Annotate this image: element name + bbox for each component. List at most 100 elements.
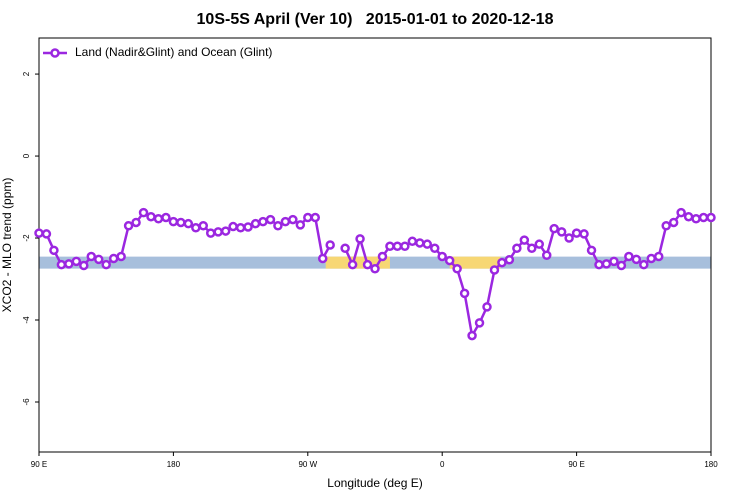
point <box>407 236 418 247</box>
point <box>198 220 209 231</box>
x-tick-label: 90 W <box>298 460 317 469</box>
legend-marker <box>50 48 60 58</box>
point <box>452 264 462 274</box>
point <box>422 239 433 249</box>
point <box>355 234 365 244</box>
x-axis-label: Longitude (deg E) <box>327 476 422 490</box>
point <box>86 251 97 262</box>
point <box>325 240 335 250</box>
point <box>235 223 246 233</box>
point <box>41 229 52 239</box>
point <box>243 222 253 232</box>
point <box>616 260 627 271</box>
point <box>56 259 67 270</box>
point <box>64 259 74 269</box>
point <box>527 243 537 254</box>
point <box>653 251 664 262</box>
land-band <box>449 256 501 269</box>
point <box>220 226 231 236</box>
legend-label: Land (Nadir&Glint) and Ocean (Glint) <box>75 45 272 59</box>
point <box>79 260 89 271</box>
point <box>429 243 440 254</box>
point <box>504 255 515 265</box>
point <box>489 265 500 275</box>
point <box>676 207 686 218</box>
point <box>340 243 350 254</box>
point <box>661 220 671 231</box>
point <box>534 239 545 249</box>
x-tick-label: 180 <box>704 460 718 469</box>
point <box>258 216 268 227</box>
point <box>624 251 634 262</box>
point <box>482 302 492 312</box>
point <box>459 288 470 299</box>
point <box>265 214 276 225</box>
point <box>146 211 156 222</box>
point <box>579 229 589 239</box>
x-tick-label: 90 E <box>31 460 47 469</box>
point <box>295 220 306 230</box>
point <box>362 259 373 270</box>
point <box>310 212 321 223</box>
point <box>497 257 507 268</box>
point <box>191 223 201 233</box>
point <box>474 318 485 328</box>
point <box>176 217 186 228</box>
point <box>131 217 141 228</box>
point <box>415 238 425 248</box>
point <box>317 253 328 264</box>
point <box>213 227 223 237</box>
series-line <box>38 211 711 340</box>
point <box>303 212 313 223</box>
point <box>586 245 597 256</box>
point <box>108 253 119 264</box>
point <box>691 214 701 224</box>
point <box>646 253 657 264</box>
point <box>138 207 149 218</box>
point <box>512 243 522 254</box>
chart-title: 10S-5S April (Ver 10) 2015-01-01 to 2020… <box>197 11 554 28</box>
y-tick-label: -2 <box>22 234 31 242</box>
point <box>183 218 194 229</box>
plot-frame <box>38 37 712 453</box>
x-tick-label: 0 <box>440 460 445 469</box>
point <box>564 233 574 243</box>
point <box>668 217 679 228</box>
point <box>549 223 559 234</box>
point <box>123 220 134 231</box>
point <box>392 241 403 251</box>
point <box>541 250 552 260</box>
point <box>153 214 164 224</box>
point <box>631 254 642 265</box>
point <box>205 228 216 238</box>
point <box>280 216 291 227</box>
point <box>437 251 447 262</box>
point <box>698 212 709 223</box>
point <box>571 228 582 238</box>
point <box>400 241 410 251</box>
y-tick-label: 0 <box>22 153 31 158</box>
point <box>467 330 477 341</box>
point <box>370 264 380 274</box>
point <box>49 245 59 256</box>
y-tick-label: 2 <box>22 71 31 76</box>
y-tick-label: -6 <box>22 398 31 406</box>
point <box>250 218 261 229</box>
point <box>639 259 649 270</box>
x-tick-label: 90 E <box>568 460 584 469</box>
point <box>228 221 238 232</box>
point <box>601 259 612 269</box>
point <box>288 214 298 225</box>
point <box>101 259 111 270</box>
point <box>273 220 283 231</box>
point <box>519 235 530 245</box>
point <box>377 251 388 262</box>
point <box>161 212 171 223</box>
point <box>556 227 567 237</box>
point <box>706 212 716 223</box>
point <box>347 259 358 270</box>
point <box>683 211 694 222</box>
point <box>609 256 619 267</box>
